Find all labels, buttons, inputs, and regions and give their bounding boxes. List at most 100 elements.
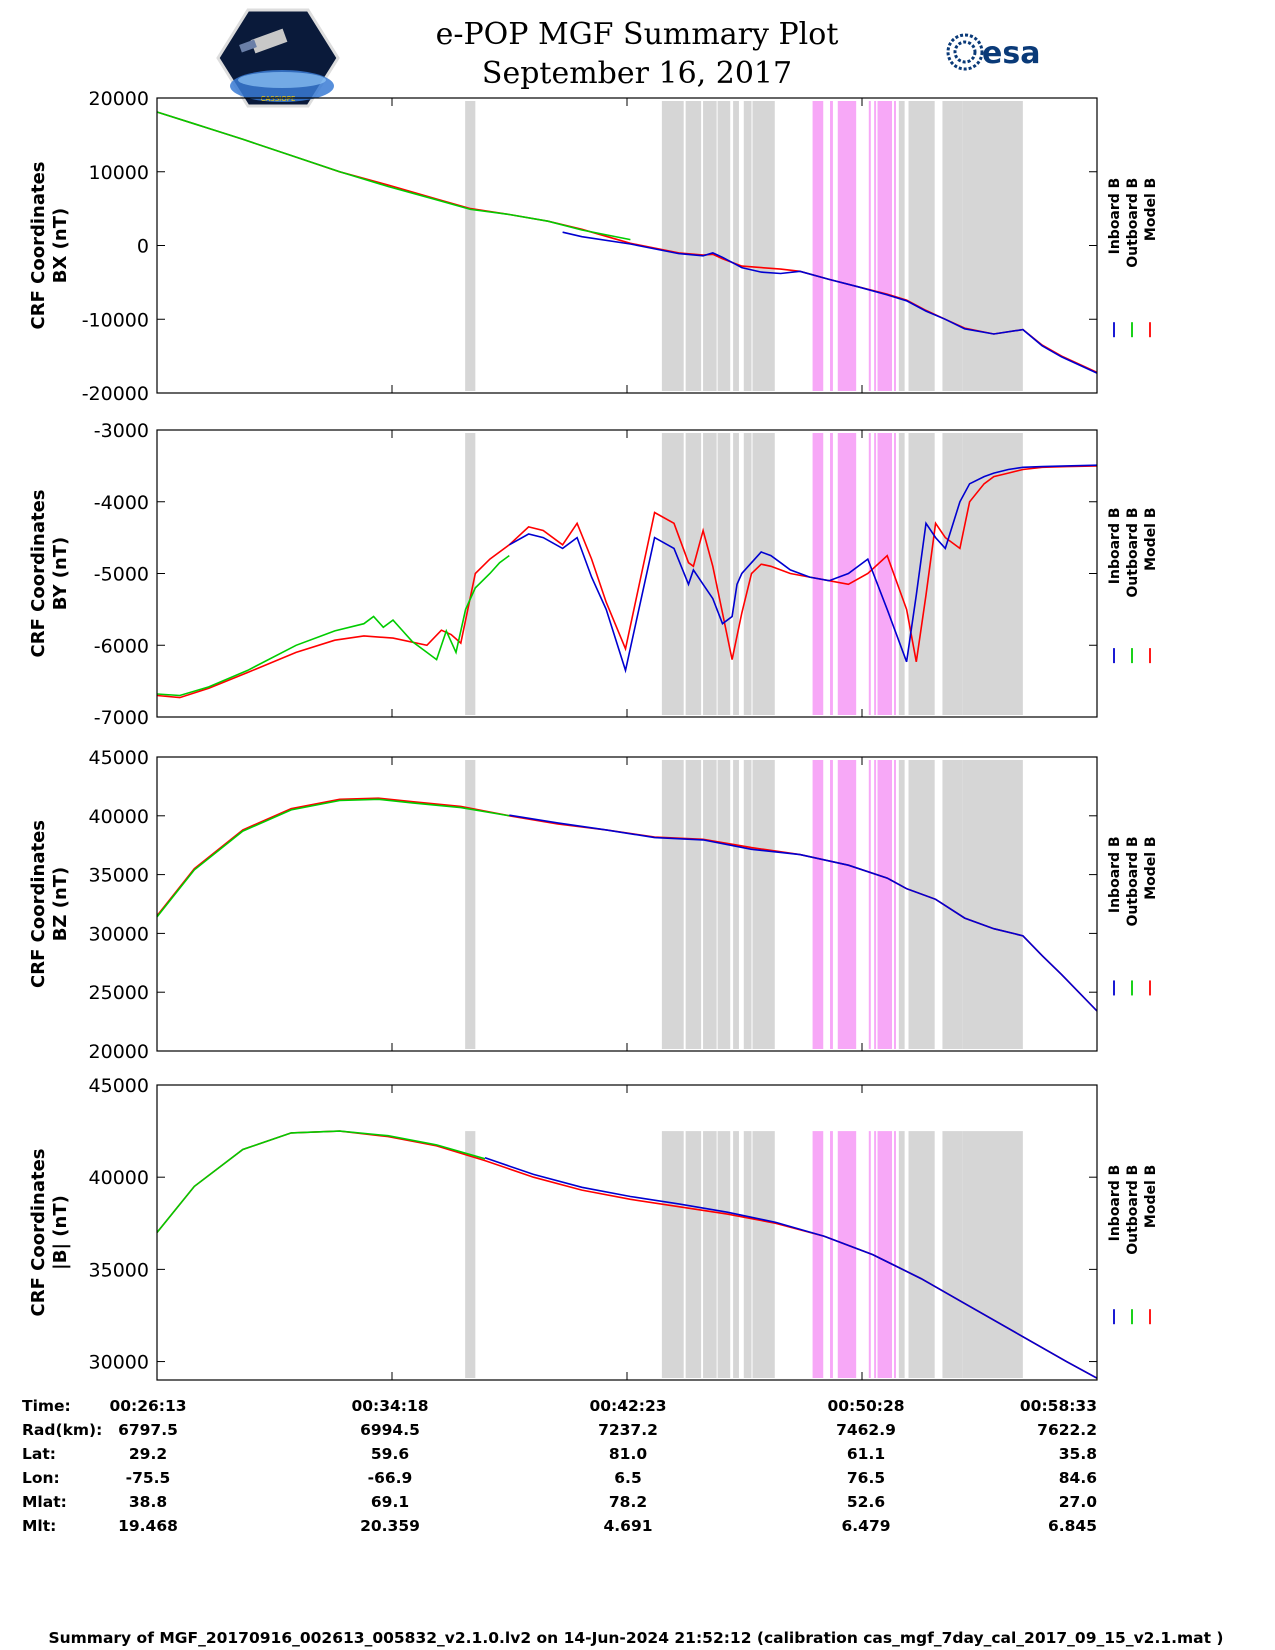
gray-band [717, 101, 731, 391]
legend-label: Model B [1143, 836, 1159, 899]
pink-band [812, 1131, 824, 1378]
header: CASSIOPE e-POP MGF Summary Plot Septembe… [216, 8, 1040, 108]
info-row-label: Mlat: [22, 1493, 67, 1511]
pink-band [837, 101, 857, 391]
info-cell: 59.6 [371, 1445, 409, 1463]
info-cell: 38.8 [129, 1493, 167, 1511]
gray-band [717, 1131, 731, 1378]
y-tick-label: 0 [137, 236, 149, 258]
y-axis-label-line1: CRF Coordinates [28, 820, 49, 988]
y-axis-label: CRF Coordinates|B| (nT) [28, 1149, 71, 1317]
info-cell: 6797.5 [118, 1421, 178, 1439]
info-row-label: Lon: [22, 1469, 60, 1487]
inboard-b-line [508, 464, 1098, 674]
legend-label: Model B [1143, 507, 1159, 570]
info-cell: 27.0 [1059, 1493, 1097, 1511]
info-cell: 19.468 [118, 1517, 178, 1535]
page-title: e-POP MGF Summary Plot [436, 17, 839, 52]
y-tick-label: 45000 [89, 1075, 149, 1097]
y-axis-label-line2: BX (nT) [50, 208, 71, 283]
pink-band [837, 1131, 857, 1378]
pink-band [893, 1131, 896, 1378]
legend-label: Outboard B [1125, 178, 1141, 268]
pink-band [830, 433, 833, 715]
y-tick-label: -6000 [94, 635, 149, 657]
info-cell: 6.5 [614, 1469, 641, 1487]
legend-label: Model B [1143, 178, 1159, 241]
gray-band [942, 1131, 963, 1378]
pink-band [893, 101, 896, 391]
gray-band [743, 760, 752, 1049]
info-cell: 78.2 [609, 1493, 647, 1511]
legend-label: Outboard B [1125, 836, 1141, 926]
gray-band [743, 101, 752, 391]
pink-band [868, 1131, 871, 1378]
legend: Inboard B Outboard B Model B [1107, 1165, 1159, 1325]
pink-band [812, 433, 824, 715]
info-cell: 6994.5 [360, 1421, 420, 1439]
info-cell: 00:34:18 [351, 1397, 428, 1415]
gray-band [962, 433, 1023, 715]
pink-band [837, 760, 857, 1049]
gray-band [661, 1131, 684, 1378]
gray-band [465, 1131, 476, 1378]
gray-band [661, 433, 684, 715]
y-tick-label: 10000 [89, 162, 149, 184]
gray-band [942, 760, 963, 1049]
info-row-label: Mlt: [22, 1517, 56, 1535]
pink-band [868, 433, 871, 715]
gray-band [733, 760, 739, 1049]
pink-band [874, 433, 877, 715]
legend: Inboard B Outboard B Model B [1107, 507, 1159, 664]
legend-label: Inboard B [1107, 1165, 1123, 1242]
gray-band [685, 1131, 702, 1378]
y-tick-label: 35000 [89, 1259, 149, 1281]
info-cell: 4.691 [603, 1517, 652, 1535]
gray-band [703, 101, 717, 391]
gray-band [908, 101, 935, 391]
gray-band [733, 101, 739, 391]
model-b-line [156, 465, 1098, 699]
panel-3: 45000 40000 35000 30000 25000 20000 CRF Coordi… [28, 747, 1159, 1063]
y-tick-label: 20000 [89, 1041, 149, 1063]
pink-band [874, 760, 877, 1049]
info-table: Time: Rad(km): Lat: Lon: Mlat: Mlt: 00:26:13 67… [22, 1397, 1097, 1535]
info-cell: 76.5 [847, 1469, 885, 1487]
gray-band [962, 760, 1023, 1049]
gray-band [733, 1131, 739, 1378]
legend-label: Inboard B [1107, 178, 1123, 255]
y-tick-label: -5000 [94, 564, 149, 586]
gray-band [752, 760, 775, 1049]
y-tick-label: 40000 [89, 1167, 149, 1189]
info-cell: 20.359 [360, 1517, 420, 1535]
gray-band [752, 1131, 775, 1378]
info-cell: 00:58:33 [1020, 1397, 1097, 1415]
gray-band [743, 1131, 752, 1378]
gray-band [898, 760, 905, 1049]
info-cell: 7237.2 [598, 1421, 658, 1439]
inboard-b-line [562, 231, 1098, 374]
y-tick-label: -20000 [82, 383, 149, 405]
gray-band [685, 433, 702, 715]
y-tick-label: -7000 [94, 707, 149, 729]
y-tick-label: -3000 [94, 420, 149, 442]
gray-band [942, 101, 963, 391]
info-cell: 81.0 [609, 1445, 647, 1463]
pink-band [893, 760, 896, 1049]
panel-2: -3000 -4000 -5000 -6000 -7000 CRF Coordinates… [28, 420, 1159, 729]
pink-band [877, 433, 893, 715]
info-cell: 7462.9 [836, 1421, 896, 1439]
info-cell: 29.2 [129, 1445, 167, 1463]
gray-band [942, 433, 963, 715]
gray-band [717, 760, 731, 1049]
page-date: September 16, 2017 [482, 56, 792, 91]
gray-band [703, 433, 717, 715]
footer-text: Summary of MGF_20170916_002613_005832_v2… [48, 1629, 1223, 1647]
gray-band [908, 433, 935, 715]
legend-label: Outboard B [1125, 1165, 1141, 1255]
pink-band [893, 433, 896, 715]
gray-band [898, 433, 905, 715]
info-row-label: Lat: [22, 1445, 56, 1463]
